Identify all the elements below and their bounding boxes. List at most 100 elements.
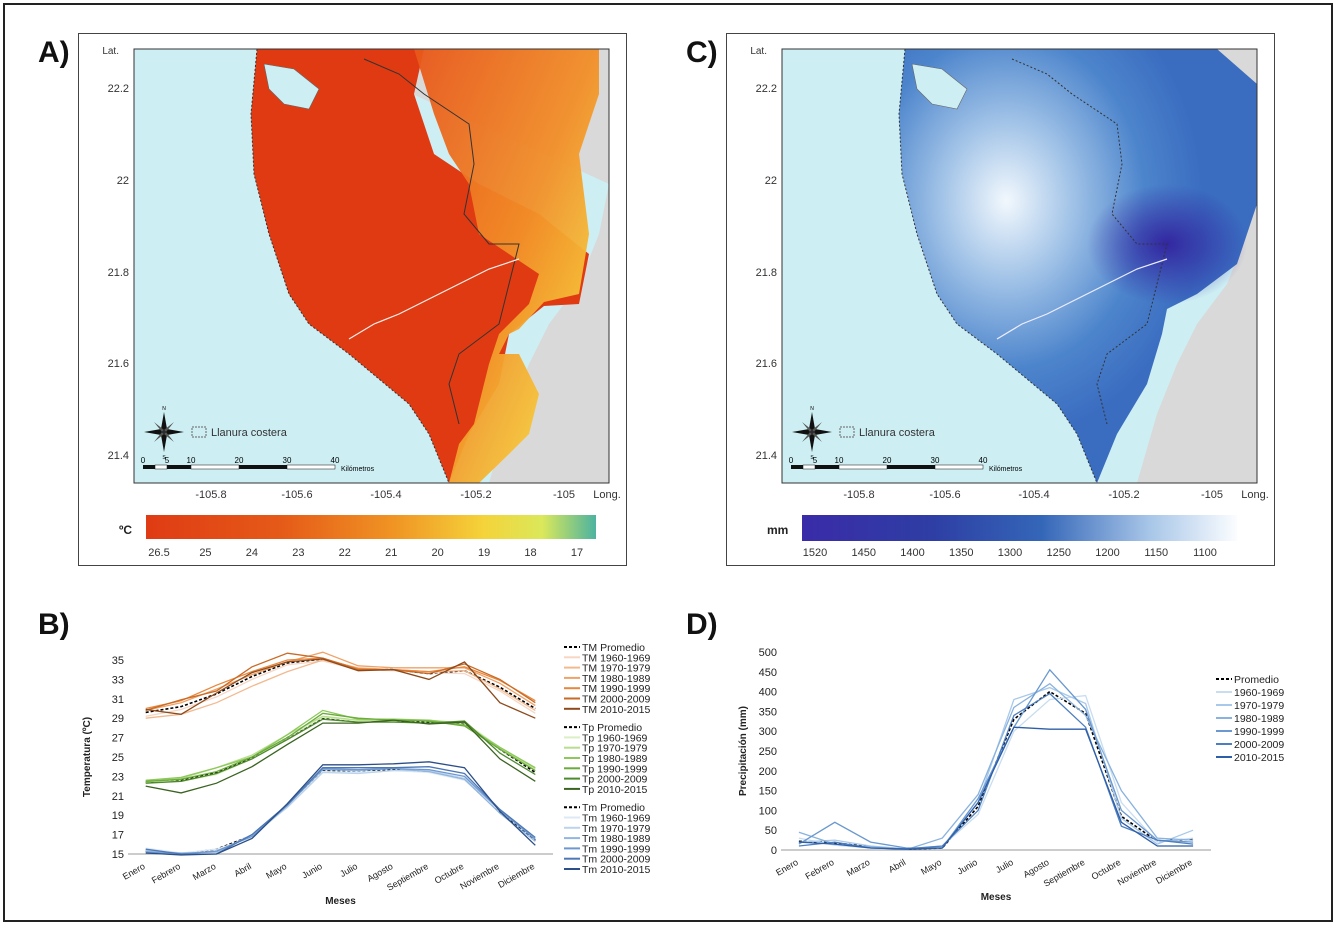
legend-entry: 1990-1999 xyxy=(1234,726,1284,738)
y-tick-label: 0 xyxy=(771,845,777,857)
x-tick-label: Julio xyxy=(994,857,1015,875)
legend-entry: Tm 1970-1979 xyxy=(582,823,650,835)
colorbar-tick-label: 18 xyxy=(524,547,536,559)
legend-entry: TM 1980-1989 xyxy=(582,673,650,685)
lat-tick: 21.6 xyxy=(108,358,129,370)
long-tick: -105.8 xyxy=(195,489,226,501)
panel-label-c: C) xyxy=(686,36,718,69)
long-label: Long. xyxy=(593,489,621,501)
svg-text:30: 30 xyxy=(931,456,940,465)
long-tick: -105.6 xyxy=(929,489,960,501)
y-tick-label: 250 xyxy=(759,746,777,758)
long-tick: -105.2 xyxy=(460,489,491,501)
y-tick-label: 150 xyxy=(759,786,777,798)
legend-entry: 2010-2015 xyxy=(1234,752,1284,764)
colorbar-tick-label: 1250 xyxy=(1047,547,1071,559)
lat-tick: 22 xyxy=(765,175,777,187)
legend-entry: Tm 1990-1999 xyxy=(582,843,650,855)
x-tick-label: Junio xyxy=(300,861,324,880)
x-tick-label: Diciembre xyxy=(1154,857,1194,886)
series-line xyxy=(145,767,536,855)
colorbar-tick-label: 1150 xyxy=(1144,547,1168,559)
y-tick-label: 25 xyxy=(112,752,124,764)
colorbar-ticks: 26.5 25 24 23 22 21 20 19 18 17 xyxy=(148,547,583,559)
x-tick-label: Febrero xyxy=(803,857,835,881)
lowland-area xyxy=(251,49,589,483)
series-line xyxy=(798,726,1194,850)
figure-frame xyxy=(3,3,1333,922)
colorbar-tick-label: 24 xyxy=(246,547,258,559)
y-tick-label: 350 xyxy=(759,706,777,718)
legend-entry: 2000-2009 xyxy=(1234,739,1284,751)
x-tick-label: Enero xyxy=(121,861,147,882)
colorbar-tick-label: 17 xyxy=(571,547,583,559)
y-tick-label: 33 xyxy=(112,674,124,686)
svg-text:N: N xyxy=(810,406,814,412)
series-line xyxy=(798,686,1194,850)
precip-area xyxy=(899,49,1257,483)
x-tick-label: Enero xyxy=(774,857,800,878)
legend-label: Llanura costera xyxy=(211,427,288,439)
svg-text:N: N xyxy=(162,406,166,412)
legend-entry: Tp Promedio xyxy=(582,722,642,734)
y-axis-title: Precipitación (mm) xyxy=(738,706,749,796)
y-tick-label: 100 xyxy=(759,805,777,817)
legend-entry: 1970-1979 xyxy=(1234,700,1284,712)
x-axis-title: Meses xyxy=(981,892,1012,903)
legend-entry: Promedio xyxy=(1234,674,1279,686)
colorbar-unit: mm xyxy=(767,523,788,537)
y-tick-label: 29 xyxy=(112,713,124,725)
x-tick-label: Mayo xyxy=(264,861,288,881)
long-tick: -105 xyxy=(1201,489,1223,501)
long-label: Long. xyxy=(1241,489,1269,501)
y-tick-label: 35 xyxy=(112,655,124,667)
long-tick: -105.4 xyxy=(370,489,401,501)
legend-entry: Tp 2010-2015 xyxy=(582,784,648,796)
y-tick-label: 400 xyxy=(759,687,777,699)
outside-land xyxy=(314,49,609,483)
legend-entry: TM 1990-1999 xyxy=(582,683,650,695)
coastal-plain-boundary xyxy=(250,48,450,484)
x-tick-label: Junio xyxy=(955,857,979,876)
svg-text:10: 10 xyxy=(835,456,844,465)
chart-b-temperature: 15 17 19 21 23 25 27 29 31 33 35 Enero Febrero Marzo A… xyxy=(82,642,650,907)
panel-label-d: D) xyxy=(686,608,718,641)
svg-text:0: 0 xyxy=(789,456,794,465)
scale-bar: 0 5 10 20 30 40 Kilómetros xyxy=(789,456,1023,473)
series-line xyxy=(145,719,536,794)
colorbar-tick-label: 25 xyxy=(199,547,211,559)
svg-text:20: 20 xyxy=(235,456,244,465)
river xyxy=(996,258,1168,340)
series-line xyxy=(798,682,1194,851)
lagoon xyxy=(911,63,968,110)
legend-swatch xyxy=(839,426,855,438)
svg-text:S: S xyxy=(810,455,814,461)
colorbar-tick-label: 26.5 xyxy=(148,547,169,559)
panel-label-a: A) xyxy=(38,36,70,69)
y-tick-label: 200 xyxy=(759,766,777,778)
y-tick-label: 21 xyxy=(112,791,124,803)
river xyxy=(348,258,520,340)
legend-entry: 1980-1989 xyxy=(1234,713,1284,725)
svg-text:Kilómetros: Kilómetros xyxy=(341,466,375,473)
svg-text:40: 40 xyxy=(331,456,340,465)
map-frame xyxy=(781,48,1258,484)
colorbar-temperature xyxy=(146,515,596,539)
series-line xyxy=(798,690,1194,851)
long-tick: -105.2 xyxy=(1108,489,1139,501)
municipal-boundary xyxy=(363,58,520,425)
chart-d-series xyxy=(798,668,1194,851)
colorbar-precipitation xyxy=(802,515,1237,541)
series-line xyxy=(798,694,1194,850)
long-tick: -105.6 xyxy=(281,489,312,501)
colorbar-tick-label: 19 xyxy=(478,547,490,559)
x-tick-label: Abril xyxy=(887,857,908,875)
legend-entry: Tm 1980-1989 xyxy=(582,833,650,845)
legend-entry: 1960-1969 xyxy=(1234,687,1284,699)
chart-d-precipitation: 0 50 100 150 200 250 300 350 400 450 500 Enero Febre… xyxy=(738,647,1284,903)
map-a-svg: Lat. 22.2 22 21.8 21.6 21.4 -105.8 -105.… xyxy=(102,46,621,559)
legend-entry: TM 1970-1979 xyxy=(582,663,650,675)
colorbar-tick-label: 23 xyxy=(292,547,304,559)
lat-tick: 21.6 xyxy=(756,358,777,370)
long-tick: -105 xyxy=(553,489,575,501)
